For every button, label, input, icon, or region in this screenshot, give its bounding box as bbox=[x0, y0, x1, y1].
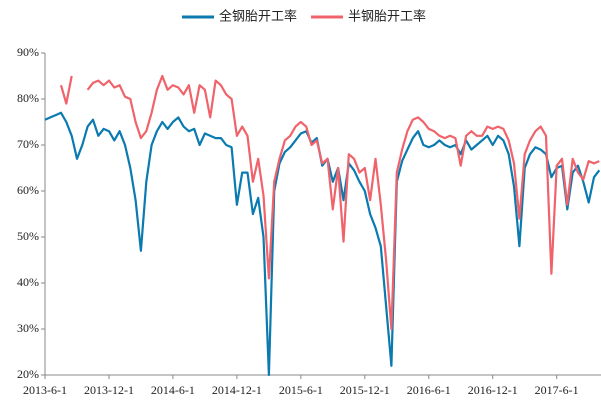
x-tick-label: 2015-12-1 bbox=[340, 383, 390, 397]
x-tick-label: 2014-12-1 bbox=[212, 383, 262, 397]
x-tick-label: 2013-12-1 bbox=[84, 383, 134, 397]
x-tick-label: 2016-12-1 bbox=[468, 383, 518, 397]
legend-label: 全钢胎开工率 bbox=[219, 9, 297, 25]
legend-label: 半钢胎开工率 bbox=[348, 9, 426, 25]
series-line bbox=[44, 111, 601, 377]
y-tick-label: 20% bbox=[17, 367, 39, 381]
y-tick-label: 70% bbox=[17, 137, 39, 151]
y-tick-label: 40% bbox=[17, 275, 39, 289]
y-tick-label: 80% bbox=[17, 91, 39, 105]
x-tick-label: 2015-6-1 bbox=[279, 383, 323, 397]
y-tick-label: 60% bbox=[17, 183, 39, 197]
y-tick-label: 90% bbox=[17, 45, 39, 59]
x-tick-label: 2016-6-1 bbox=[407, 383, 451, 397]
x-tick-label: 2014-6-1 bbox=[151, 383, 195, 397]
x-tick-label: 2013-6-1 bbox=[23, 383, 67, 397]
y-tick-label: 30% bbox=[17, 321, 39, 335]
series-line bbox=[59, 74, 600, 331]
y-tick-label: 50% bbox=[17, 229, 39, 243]
x-tick-label: 2017-6-1 bbox=[535, 383, 579, 397]
